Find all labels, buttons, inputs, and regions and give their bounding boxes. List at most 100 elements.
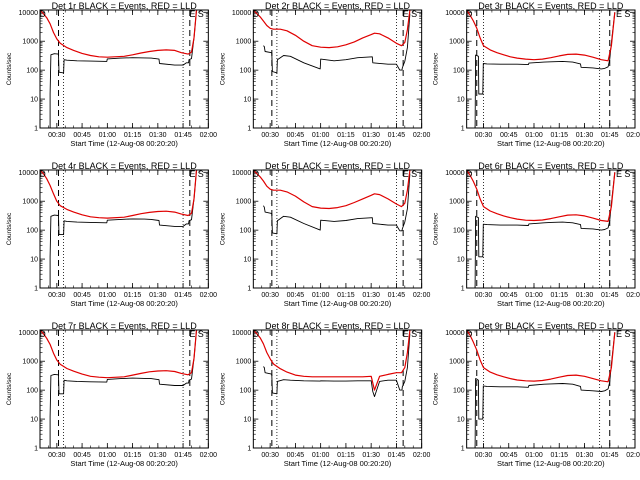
- series-line-events: [49, 10, 197, 128]
- series-line-events: [474, 172, 616, 288]
- y-tick-label: 1000: [22, 199, 38, 206]
- y-tick-label: 100: [453, 228, 465, 235]
- panel-1: Det 1r BLACK = Events, RED = LLD 1 10 100 10…: [6, 1, 217, 148]
- plot-frame: [252, 169, 423, 289]
- x-tick-label: 00:30: [48, 292, 66, 299]
- x-tick-label: 01:30: [362, 292, 380, 299]
- plot-frame: [252, 9, 423, 129]
- y-tick-label: 1: [247, 446, 251, 453]
- y-tick-label: 1: [461, 446, 465, 453]
- event-marker-d: D: [39, 9, 46, 19]
- x-tick-label: 01:00: [312, 292, 330, 299]
- event-marker-e: E: [616, 9, 622, 19]
- x-tick-label: 00:30: [475, 132, 493, 139]
- x-tick-label: 02:00: [200, 292, 218, 299]
- plot-frame: [466, 9, 636, 129]
- y-tick-label: 1: [34, 286, 38, 293]
- event-marker-d: D: [253, 329, 260, 339]
- y-tick-label: 1000: [22, 359, 38, 366]
- x-tick-label: 02:00: [413, 452, 431, 459]
- y-tick-label: 100: [240, 68, 252, 75]
- x-tick-label: 00:30: [48, 132, 66, 139]
- y-axis-label: Counts/sec: [433, 52, 440, 85]
- y-tick-label: 1: [247, 286, 251, 293]
- x-tick-label: 01:15: [550, 132, 568, 139]
- x-tick-label: 01:00: [99, 452, 117, 459]
- series-line-events: [49, 170, 197, 288]
- plot-area: [40, 170, 198, 288]
- event-marker-d: D: [466, 9, 473, 19]
- series-line-lld: [466, 170, 616, 222]
- y-axis-label: Counts/sec: [6, 52, 13, 85]
- event-marker-d: D: [39, 329, 46, 339]
- x-tick-label: 00:30: [261, 452, 279, 459]
- y-tick-label: 1: [34, 126, 38, 133]
- plot-frame: [39, 169, 209, 289]
- y-tick-label: 10: [457, 417, 465, 424]
- y-tick-label: 1: [461, 286, 465, 293]
- y-tick-label: 100: [26, 68, 38, 75]
- series-line-lld: [466, 10, 616, 62]
- x-tick-label: 01:00: [525, 452, 543, 459]
- x-tick-label: 01:45: [174, 452, 192, 459]
- x-tick-label: 01:45: [601, 292, 619, 299]
- x-axis-label: Start Time (12-Aug-08 00:20:20): [497, 299, 605, 308]
- y-tick-label: 10: [30, 97, 38, 104]
- x-tick-label: 01:45: [388, 452, 406, 459]
- plot-frame: [466, 169, 636, 289]
- x-tick-label: 00:45: [500, 292, 518, 299]
- x-axis-label: Start Time (12-Aug-08 00:20:20): [70, 299, 178, 308]
- series-line-events: [49, 330, 197, 448]
- event-marker-e: E: [616, 169, 622, 179]
- chart-title: Det 5r BLACK = Events, RED = LLD: [265, 161, 411, 171]
- x-tick-label: 01:15: [550, 292, 568, 299]
- event-marker-s: S: [624, 329, 630, 339]
- x-tick-label: 02:00: [200, 452, 218, 459]
- x-tick-label: 00:45: [500, 452, 518, 459]
- event-marker-d: D: [466, 169, 473, 179]
- x-tick-label: 00:45: [73, 292, 91, 299]
- series-line-lld: [253, 10, 411, 49]
- y-tick-label: 10000: [19, 170, 39, 177]
- plot-area: [466, 170, 616, 288]
- y-tick-label: 1000: [236, 39, 252, 46]
- x-tick-label: 01:00: [525, 292, 543, 299]
- x-tick-label: 00:45: [73, 452, 91, 459]
- y-tick-label: 100: [240, 388, 252, 395]
- panel-4: Det 4r BLACK = Events, RED = LLD 1 10 100 10…: [6, 161, 217, 308]
- y-tick-label: 1: [461, 126, 465, 133]
- event-marker-e: E: [189, 169, 195, 179]
- series-line-lld: [466, 330, 616, 383]
- plot-area: [466, 330, 616, 448]
- x-tick-label: 00:30: [48, 452, 66, 459]
- x-tick-label: 01:30: [149, 132, 167, 139]
- plot-frame: [466, 329, 636, 449]
- chart-title: Det 2r BLACK = Events, RED = LLD: [265, 1, 411, 11]
- y-tick-label: 100: [26, 228, 38, 235]
- x-tick-label: 00:30: [475, 452, 493, 459]
- chart-title: Det 6r BLACK = Events, RED = LLD: [478, 161, 624, 171]
- x-tick-label: 01:45: [174, 292, 192, 299]
- x-tick-label: 00:45: [287, 292, 305, 299]
- event-marker-s: S: [198, 9, 204, 19]
- event-marker-s: S: [624, 169, 630, 179]
- y-tick-label: 10: [244, 97, 252, 104]
- chart-title: Det 4r BLACK = Events, RED = LLD: [52, 161, 198, 171]
- chart-title: Det 7r BLACK = Events, RED = LLD: [52, 321, 198, 331]
- panel-5: Det 5r BLACK = Events, RED = LLD 1 10 100 10…: [219, 161, 430, 308]
- x-tick-label: 01:30: [362, 132, 380, 139]
- x-tick-label: 02:00: [626, 132, 640, 139]
- y-axis-label: Counts/sec: [433, 372, 440, 405]
- series-line-lld: [253, 330, 411, 391]
- series-line-lld: [253, 170, 411, 210]
- x-tick-label: 01:15: [124, 452, 142, 459]
- event-marker-e: E: [189, 9, 195, 19]
- x-axis-label: Start Time (12-Aug-08 00:20:20): [497, 139, 605, 148]
- series-line-events: [263, 13, 411, 74]
- x-axis-label: Start Time (12-Aug-08 00:20:20): [497, 459, 605, 468]
- y-tick-label: 1: [34, 446, 38, 453]
- chart-title: Det 9r BLACK = Events, RED = LLD: [478, 321, 624, 331]
- event-marker-e: E: [616, 329, 622, 339]
- event-marker-e: E: [403, 9, 409, 19]
- event-marker-s: S: [411, 329, 417, 339]
